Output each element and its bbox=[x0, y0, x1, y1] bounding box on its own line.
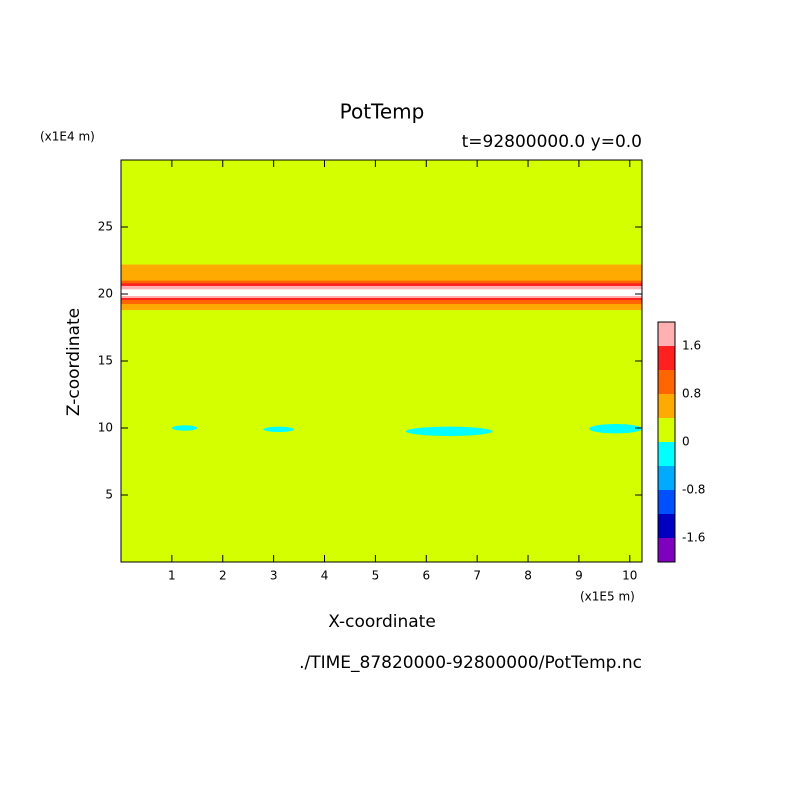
x-tick-label: 5 bbox=[372, 569, 380, 583]
colorbar-box bbox=[658, 370, 675, 394]
x-tick-label: 6 bbox=[422, 569, 430, 583]
colorbar-box bbox=[658, 490, 675, 514]
chart-subtitle: t=92800000.0 y=0.0 bbox=[462, 132, 642, 152]
x-unit: (x1E5 m) bbox=[580, 590, 635, 604]
contour-patch bbox=[405, 426, 493, 437]
colorbar-box bbox=[658, 418, 675, 442]
x-tick-label: 7 bbox=[473, 569, 481, 583]
colorbar-label: -0.8 bbox=[682, 483, 705, 497]
x-tick-label: 2 bbox=[219, 569, 227, 583]
colorbar-box bbox=[658, 346, 675, 370]
y-unit: (x1E4 m) bbox=[40, 130, 95, 144]
y-axis-label: Z-coordinate bbox=[64, 308, 84, 416]
y-tick-label: 25 bbox=[98, 220, 113, 234]
y-tick-label: 20 bbox=[98, 287, 113, 301]
colorbar-label: 0.8 bbox=[682, 387, 701, 401]
colorbar-box bbox=[658, 322, 675, 346]
colorbar-box bbox=[658, 394, 675, 418]
contour-patch bbox=[171, 425, 198, 431]
y-tick-label: 15 bbox=[98, 354, 113, 368]
y-tick-label: 5 bbox=[105, 488, 113, 502]
x-tick-label: 9 bbox=[575, 569, 583, 583]
contour-patch bbox=[589, 423, 642, 434]
chart-title: PotTemp bbox=[340, 100, 425, 124]
plot-background bbox=[121, 160, 642, 562]
footer: ./TIME_87820000-92800000/PotTemp.nc bbox=[299, 653, 642, 673]
x-tick-label: 1 bbox=[168, 569, 176, 583]
colorbar-box bbox=[658, 538, 675, 562]
x-axis-label: X-coordinate bbox=[328, 612, 436, 632]
colorbar-frame bbox=[657, 321, 676, 563]
contour-patch bbox=[263, 426, 294, 433]
x-tick-label: 10 bbox=[622, 569, 637, 583]
colorbar-box bbox=[658, 466, 675, 490]
contour-band bbox=[121, 289, 642, 297]
colorbar-box bbox=[658, 514, 675, 538]
x-tick-label: 3 bbox=[270, 569, 278, 583]
x-tick-label: 4 bbox=[321, 569, 329, 583]
colorbar-label: 1.6 bbox=[682, 339, 701, 353]
colorbar-label: 0 bbox=[682, 435, 690, 449]
x-tick-label: 8 bbox=[524, 569, 532, 583]
colorbar-label: -1.6 bbox=[682, 531, 705, 545]
y-tick-label: 10 bbox=[98, 421, 113, 435]
colorbar-box bbox=[658, 442, 675, 466]
